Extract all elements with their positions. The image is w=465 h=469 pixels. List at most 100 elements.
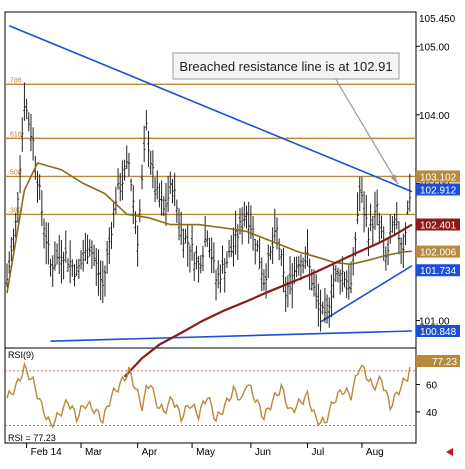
price-bar	[301, 257, 305, 274]
price-bar	[404, 222, 407, 246]
price-bar	[51, 255, 54, 287]
price-bar	[258, 237, 261, 270]
x-tick-label: Aug	[366, 447, 384, 458]
price-bar	[384, 246, 388, 271]
price-bar	[323, 288, 327, 323]
price-bar	[149, 151, 152, 175]
price-bar	[208, 238, 211, 258]
price-bar	[127, 152, 131, 177]
price-bar	[7, 251, 11, 274]
price-bar	[99, 260, 102, 301]
annotation-leader	[334, 77, 399, 185]
price-bar	[186, 224, 189, 267]
price-bar	[371, 216, 375, 246]
price-bar	[240, 207, 244, 245]
price-bar	[58, 235, 61, 275]
price-bar	[38, 174, 41, 200]
price-bar	[42, 218, 46, 249]
price-bar	[147, 130, 150, 168]
price-bar	[221, 245, 224, 274]
price-bar	[110, 221, 113, 249]
price-bar	[277, 238, 281, 261]
price-tag-bg-0	[416, 170, 460, 183]
price-bar	[82, 240, 85, 272]
price-bar	[195, 245, 198, 270]
price-bar	[356, 192, 359, 225]
price-bar	[71, 259, 74, 277]
price-bar	[347, 263, 351, 300]
price-bar	[369, 203, 372, 232]
price-bar	[153, 177, 157, 203]
price-bar	[197, 255, 200, 283]
price-bar	[380, 215, 383, 239]
price-bar	[267, 244, 270, 279]
level-fib-label-0: .786	[8, 77, 22, 84]
x-tick-label: Jul	[311, 447, 324, 458]
price-bar	[179, 211, 183, 245]
price-bar	[319, 289, 322, 332]
price-bar	[175, 199, 179, 223]
rsi-panel	[4, 347, 417, 444]
price-bar	[73, 264, 76, 287]
price-bar	[245, 205, 248, 229]
x-tick-label: May	[196, 447, 215, 458]
price-bar	[349, 261, 353, 294]
price-bar	[119, 173, 122, 202]
price-bar	[212, 242, 216, 274]
price-bar	[336, 267, 340, 283]
rsi-value-tag-bg	[416, 354, 460, 367]
price-bar	[162, 196, 165, 217]
price-bar	[328, 297, 331, 328]
price-tick-label: 105.00	[419, 42, 450, 53]
price-tag-label-3: 102.006	[420, 248, 457, 259]
price-bar	[79, 250, 83, 270]
price-tag-bg-3	[416, 245, 460, 258]
price-bar	[132, 185, 135, 225]
trendline-support	[320, 265, 413, 323]
price-bar	[373, 191, 377, 231]
price-bar	[142, 125, 146, 163]
price-bar	[408, 173, 412, 212]
price-bar	[199, 255, 202, 274]
price-bar	[86, 234, 89, 265]
price-bar	[219, 264, 222, 293]
price-bar	[31, 127, 35, 161]
price-bar	[306, 229, 309, 267]
price-bar	[193, 252, 196, 281]
price-bar	[256, 240, 259, 252]
annotation-box	[172, 52, 400, 80]
level-fib-label-2: .500	[8, 169, 22, 176]
rsi-tick-label: 40	[426, 408, 438, 419]
price-bar	[114, 186, 118, 214]
annotation-callout: Breached resistance line is at 102.91	[172, 52, 400, 185]
price-bar	[53, 241, 57, 271]
price-bar	[304, 246, 307, 269]
price-bar	[223, 258, 226, 293]
moving-average-fast	[6, 161, 413, 294]
price-bar	[243, 201, 246, 227]
price-bar	[103, 265, 107, 297]
price-bar	[234, 210, 237, 255]
price-bar	[299, 254, 303, 281]
price-bar	[166, 175, 170, 212]
price-bar	[184, 228, 187, 244]
price-bar	[27, 112, 30, 132]
price-bar	[95, 247, 98, 286]
price-bar	[123, 159, 126, 181]
price-bar	[188, 243, 192, 273]
price-bar	[343, 271, 346, 288]
price-bar	[365, 194, 368, 228]
trendline-floor	[50, 330, 413, 342]
top-label: 105.450	[419, 14, 456, 25]
price-bar	[358, 176, 361, 211]
price-bar	[140, 164, 144, 190]
price-bar	[10, 237, 13, 262]
price-bar	[151, 150, 155, 189]
rsi-line	[6, 361, 411, 429]
scroll-arrow-icon[interactable]	[446, 448, 453, 456]
price-bar	[173, 172, 176, 206]
price-tag-label-4: 101.734	[420, 266, 457, 277]
price-bar	[121, 160, 124, 201]
price-bar	[62, 251, 65, 280]
price-bar	[284, 276, 287, 313]
